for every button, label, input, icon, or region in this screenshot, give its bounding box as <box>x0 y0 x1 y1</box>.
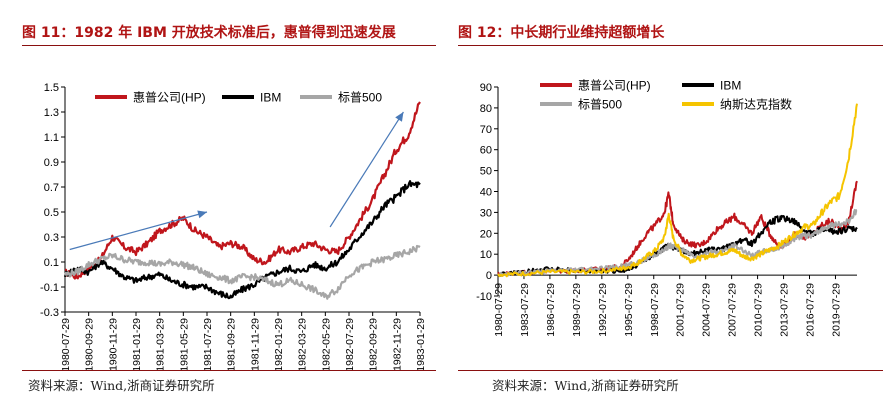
figure-11-title: 图 11：1982 年 IBM 开放技术标准后，惠普得到迅速发展 <box>22 25 396 41</box>
trend-arrow-line-0 <box>69 211 208 251</box>
legend-label-0: 惠普公司(HP) <box>133 91 206 105</box>
x-tick-label: 1980-09-29 <box>84 318 96 370</box>
figure-12-chart: -10 0 10 20 30 40 50 60 70 80 90 1980-07-29 1983-07-… <box>476 79 858 337</box>
x-tick-label: 1982-09-29 <box>368 318 380 370</box>
x-tick-label: 2016-07-29 <box>805 283 817 337</box>
y-tick-label: 30 <box>480 207 492 219</box>
legend-label-1: IBM <box>720 79 741 93</box>
y-tick-label: 40 <box>480 187 492 199</box>
y-tick-label: 10 <box>480 249 492 261</box>
series-line-0 <box>64 101 421 280</box>
series-line-3 <box>497 103 858 278</box>
x-tick-label: 1981-11-29 <box>249 318 261 370</box>
x-tick-label: 1995-07-29 <box>623 283 635 337</box>
series-line-2 <box>63 244 421 300</box>
y-tick-label: 60 <box>480 145 492 157</box>
figure-12: 图 12：中长期行业维持超额增长 -10 0 10 20 30 40 50 60 70 80 90 1… <box>450 0 887 405</box>
x-tick-label: 1992-07-29 <box>597 283 609 337</box>
y-tick-label: -0.3 <box>40 307 59 319</box>
x-tick-label: 1982-07-29 <box>344 318 356 370</box>
series-line-1 <box>63 180 421 300</box>
figure-11-top-rule <box>22 45 436 46</box>
y-tick-label: 0.3 <box>44 232 59 244</box>
x-tick-label: 1981-05-29 <box>178 318 190 370</box>
legend-label-3: 纳斯达克指数 <box>720 97 792 112</box>
figure-11-chart: -0.3 -0.1 0.1 0.3 0.5 0.7 0.9 1.1 1.3 1.5 1980-07-… <box>40 82 427 370</box>
figure-11-bottom-rule <box>22 370 436 371</box>
y-tick-label: -0.1 <box>40 282 59 294</box>
x-tick-label: 1982-01-29 <box>273 318 285 370</box>
x-tick-label: 2010-07-29 <box>753 283 765 337</box>
x-tick-label: 1986-07-29 <box>545 283 557 337</box>
x-tick-label: 1981-01-29 <box>131 318 143 370</box>
legend-label-2: 标普500 <box>338 91 382 105</box>
y-tick-label: 1.1 <box>44 132 59 144</box>
figure-12-title: 图 12：中长期行业维持超额增长 <box>458 25 665 41</box>
x-tick-label: 1980-11-29 <box>107 318 119 370</box>
figure-11-source: 资料来源：Wind,浙商证券研究所 <box>28 378 215 393</box>
y-tick-label: 0.9 <box>44 157 59 169</box>
x-tick-label: 1981-03-29 <box>155 318 167 370</box>
x-tick-label: 1982-05-29 <box>320 318 332 370</box>
y-tick-label: 0.7 <box>44 182 59 194</box>
x-tick-label: 2007-07-29 <box>727 283 739 337</box>
x-tick-label: 1980-07-29 <box>60 318 72 370</box>
x-tick-label: 1983-07-29 <box>519 283 531 337</box>
y-tick-label: 80 <box>480 103 492 115</box>
y-tick-label: 20 <box>480 228 492 240</box>
trend-arrow-line-1 <box>329 111 404 228</box>
y-tick-label: -10 <box>476 291 492 303</box>
y-tick-label: 90 <box>480 82 492 94</box>
y-tick-label: 70 <box>480 124 492 136</box>
x-tick-label: 1982-11-29 <box>391 318 403 370</box>
y-tick-label: 0 <box>486 270 492 282</box>
figure-12-source: 资料来源：Wind,浙商证券研究所 <box>492 378 679 393</box>
trend-arrow-head-1 <box>395 112 404 122</box>
y-tick-label: 0.1 <box>44 257 59 269</box>
legend-label-1: IBM <box>260 91 281 105</box>
figure-11: 图 11：1982 年 IBM 开放技术标准后，惠普得到迅速发展 -0.3 -0.… <box>0 0 440 405</box>
series-line-2 <box>497 208 858 277</box>
x-tick-label: 1998-07-29 <box>649 283 661 337</box>
x-tick-label: 1983-01-29 <box>415 318 427 370</box>
x-tick-label: 1980-07-29 <box>493 283 505 337</box>
x-tick-label: 1981-07-29 <box>202 318 214 370</box>
legend-label-0: 惠普公司(HP) <box>578 79 651 93</box>
trend-arrow-head-0 <box>197 210 207 219</box>
y-tick-label: 50 <box>480 166 492 178</box>
legend-label-2: 标普500 <box>578 98 622 112</box>
figure-12-top-rule <box>458 45 883 46</box>
figure-12-bottom-rule <box>458 370 883 371</box>
x-tick-label: 2001-07-29 <box>675 283 687 337</box>
y-tick-label: 0.5 <box>44 207 59 219</box>
x-tick-label: 2004-07-29 <box>701 283 713 337</box>
x-tick-label: 1982-03-29 <box>297 318 309 370</box>
x-tick-label: 2019-07-29 <box>830 283 842 337</box>
x-tick-label: 2013-07-29 <box>779 283 791 337</box>
x-tick-label: 1981-09-29 <box>226 318 238 370</box>
y-tick-label: 1.3 <box>44 107 59 119</box>
y-tick-label: 1.5 <box>44 82 59 94</box>
x-tick-label: 1989-07-29 <box>571 283 583 337</box>
